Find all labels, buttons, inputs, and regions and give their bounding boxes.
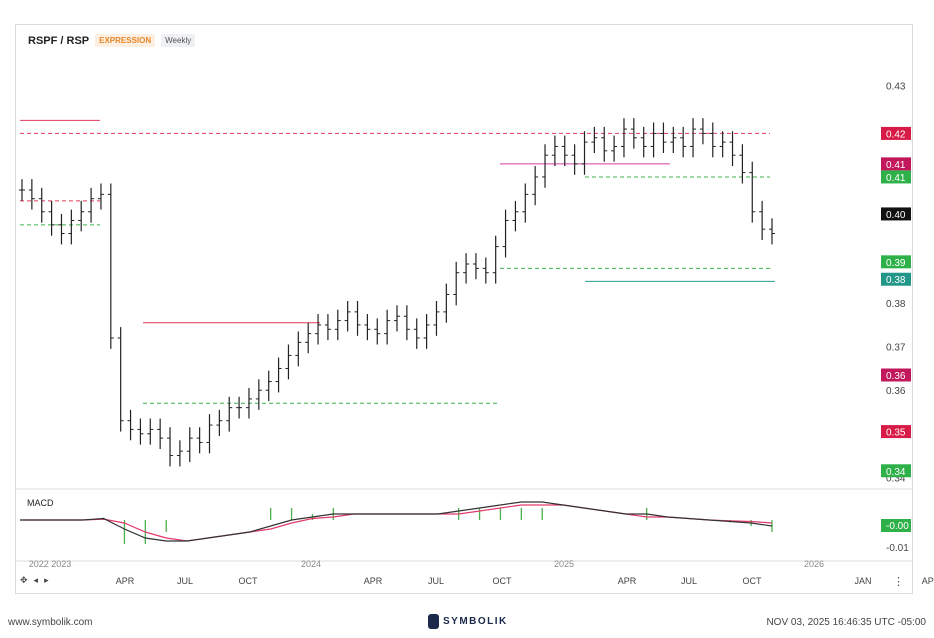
more-icon[interactable]: ⋮ xyxy=(893,576,904,588)
website-link[interactable]: www.symbolik.com xyxy=(8,617,93,628)
brand-logo: SYMBOLIK xyxy=(428,614,508,629)
symbol-title[interactable]: RSPF / RSP xyxy=(28,34,90,47)
chart-frame xyxy=(15,24,913,594)
chevron-left-icon[interactable]: ◂ xyxy=(33,575,39,585)
x-tick-label: APR xyxy=(922,576,934,586)
brand-name: SYMBOLIK xyxy=(443,616,508,627)
expression-badge: EXPRESSION xyxy=(95,34,156,47)
chart-header: RSPF / RSP EXPRESSION Weekly xyxy=(28,34,196,47)
chart-toolbar: ✥ ◂ ▸ xyxy=(20,575,49,586)
chevron-right-icon[interactable]: ▸ xyxy=(44,575,49,585)
macd-label: MACD xyxy=(27,498,54,508)
move-icon[interactable]: ✥ xyxy=(20,575,28,585)
logo-mark-icon xyxy=(428,614,439,629)
timestamp: NOV 03, 2025 16:46:35 UTC -05:00 xyxy=(766,617,926,628)
interval-badge[interactable]: Weekly xyxy=(161,34,196,47)
